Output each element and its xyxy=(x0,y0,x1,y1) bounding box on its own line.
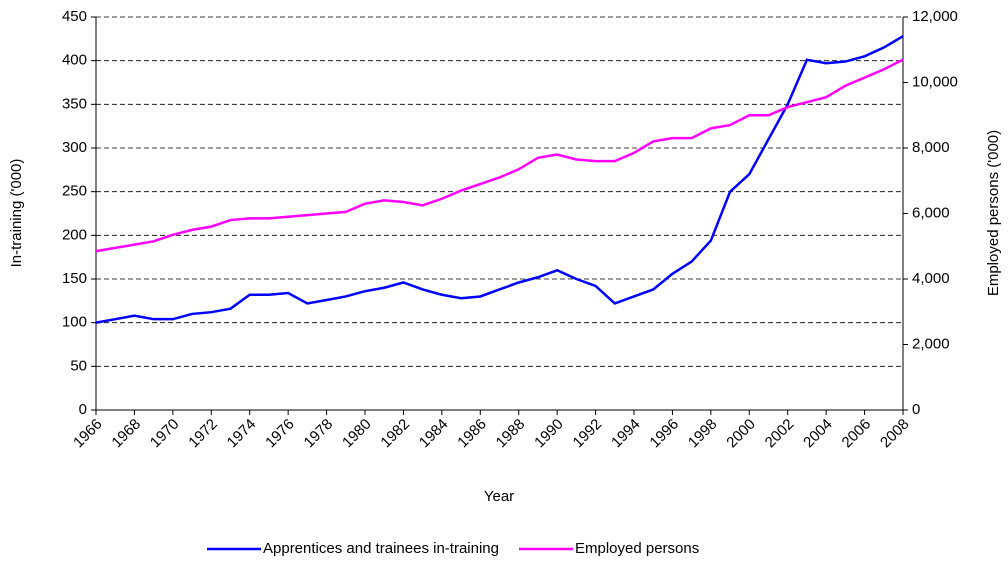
x-tick-label: 1978 xyxy=(301,416,337,452)
y-tick-label: 250 xyxy=(62,183,87,200)
legend-label: Apprentices and trainees in-training xyxy=(263,540,499,557)
x-tick-label: 1982 xyxy=(377,416,413,452)
legend-label: Employed persons xyxy=(575,540,699,557)
x-tick-label: 1974 xyxy=(224,416,260,452)
y-tick-label: 300 xyxy=(62,139,87,156)
y2-tick-label: 2,000 xyxy=(912,335,950,352)
x-tick-label: 2004 xyxy=(800,416,836,452)
y-tick-label: 350 xyxy=(62,95,87,112)
series-line xyxy=(95,35,904,324)
x-tick-label: 1998 xyxy=(685,416,721,452)
x-tick-label: 1976 xyxy=(262,416,298,452)
x-tick-label: 1988 xyxy=(493,416,529,452)
y-tick-label: 50 xyxy=(70,357,87,374)
x-tick-label: 1994 xyxy=(608,416,644,452)
y2-axis-label: Employed persons ('000) xyxy=(985,130,1002,296)
y-tick-label: 150 xyxy=(62,270,87,287)
x-tick-label: 1970 xyxy=(147,416,183,452)
x-tick-label: 1996 xyxy=(646,416,682,452)
y2-tick-label: 4,000 xyxy=(912,270,950,287)
series-line xyxy=(95,58,904,253)
x-tick-label: 1986 xyxy=(454,416,490,452)
x-tick-label: 1968 xyxy=(108,416,144,452)
x-tick-label: 1966 xyxy=(70,416,106,452)
y2-tick-label: 0 xyxy=(912,401,920,418)
x-tick-label: 1990 xyxy=(531,416,567,452)
y-tick-label: 100 xyxy=(62,314,87,331)
y-tick-label: 0 xyxy=(79,401,87,418)
x-tick-label: 2000 xyxy=(723,416,759,452)
x-tick-label: 1972 xyxy=(185,416,221,452)
x-tick-label: 1992 xyxy=(570,416,606,452)
y2-tick-label: 8,000 xyxy=(912,139,950,156)
y2-tick-label: 12,000 xyxy=(912,8,958,25)
y-tick-label: 200 xyxy=(62,226,87,243)
y2-tick-label: 6,000 xyxy=(912,204,950,221)
y-tick-label: 450 xyxy=(62,8,87,25)
x-tick-label: 2006 xyxy=(839,416,875,452)
x-tick-label: 1980 xyxy=(339,416,375,452)
x-tick-label: 2002 xyxy=(762,416,798,452)
x-tick-label: 1984 xyxy=(416,416,452,452)
y-axis-label: In-training ('000) xyxy=(8,159,25,268)
y2-tick-label: 10,000 xyxy=(912,73,958,90)
y-tick-label: 400 xyxy=(62,52,87,69)
x-axis-label: Year xyxy=(484,488,514,505)
x-tick-label: 2008 xyxy=(877,416,913,452)
